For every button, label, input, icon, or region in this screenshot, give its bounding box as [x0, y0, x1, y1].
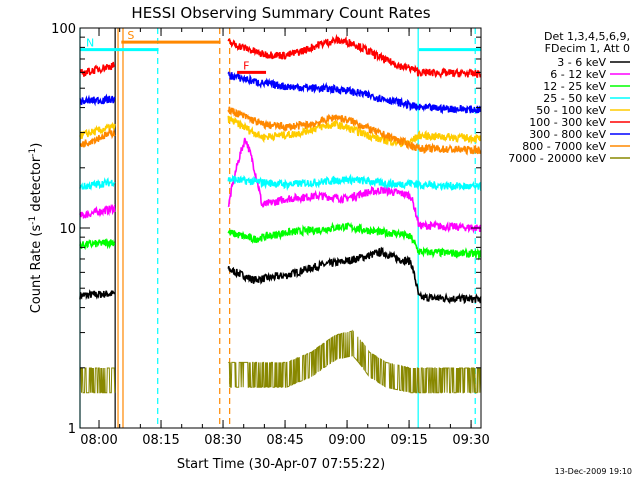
series-line: [80, 329, 481, 394]
y-axis-label-part: ): [29, 143, 44, 148]
x-tick-label: 09:00: [328, 433, 365, 448]
x-tick-label: 08:45: [266, 433, 303, 448]
legend-label: 300 - 800 keV: [529, 128, 606, 141]
series-line: [79, 33, 482, 79]
x-tick-label: 08:15: [142, 433, 179, 448]
vertical-markers: [79, 28, 476, 428]
mode-markers: S N F: [80, 29, 481, 74]
legend-label: 7000 - 20000 keV: [508, 152, 606, 165]
legend-label: 800 - 7000 keV: [522, 140, 606, 153]
legend-header-line-2: FDecim 1, Att 0: [545, 42, 630, 55]
legend-label: 25 - 50 keV: [543, 92, 606, 105]
y-axis-label-part: Count Rate (s: [29, 225, 44, 314]
legend-label: 6 - 12 keV: [550, 68, 606, 81]
legend-label: 100 - 300 keV: [529, 116, 606, 129]
x-tick-label: 09:15: [390, 433, 427, 448]
y-tick-label: 1: [68, 422, 76, 437]
marker-label: N: [86, 37, 94, 50]
y-axis-label-part: detector: [29, 156, 44, 216]
legend-label: 12 - 25 keV: [543, 80, 606, 93]
y-axis-label: Count Rate (s-1 detector-1): [28, 143, 44, 314]
chart-title: HESSI Observing Summary Count Rates: [131, 4, 430, 22]
legend-label: 3 - 6 keV: [557, 56, 606, 69]
generation-timestamp: 13-Dec-2009 19:10: [555, 467, 632, 476]
x-tick-label: 08:30: [204, 433, 241, 448]
series-group: [79, 33, 482, 394]
legend-header-line-1: Det 1,3,4,5,6,9,: [544, 30, 630, 43]
series-line: [79, 70, 482, 115]
y-axis-label-part: -1: [28, 148, 38, 157]
x-tick-label: 09:30: [452, 433, 489, 448]
legend: Det 1,3,4,5,6,9, FDecim 1, Att 0 3 - 6 k…: [508, 30, 630, 165]
legend-label: 50 - 100 keV: [536, 104, 606, 117]
x-axis-label: Start Time (30-Apr-07 07:55:22): [177, 457, 385, 472]
y-tick-label: 100: [51, 22, 76, 37]
marker-label: F: [243, 59, 249, 72]
series-line: [79, 137, 482, 234]
y-tick-label: 10: [59, 222, 76, 237]
axes-group: 1 10 100 08:00 08:15 08:30 08:45 09:00 09:15 09:3…: [51, 22, 490, 448]
series-line: [79, 221, 482, 261]
series-line: [79, 173, 482, 192]
series-line: [79, 114, 482, 148]
y-axis-label-part: -1: [28, 216, 38, 225]
marker-label: S: [127, 29, 134, 42]
series-line: [79, 246, 482, 305]
x-tick-label: 08:00: [80, 433, 117, 448]
series-line: [79, 106, 482, 156]
